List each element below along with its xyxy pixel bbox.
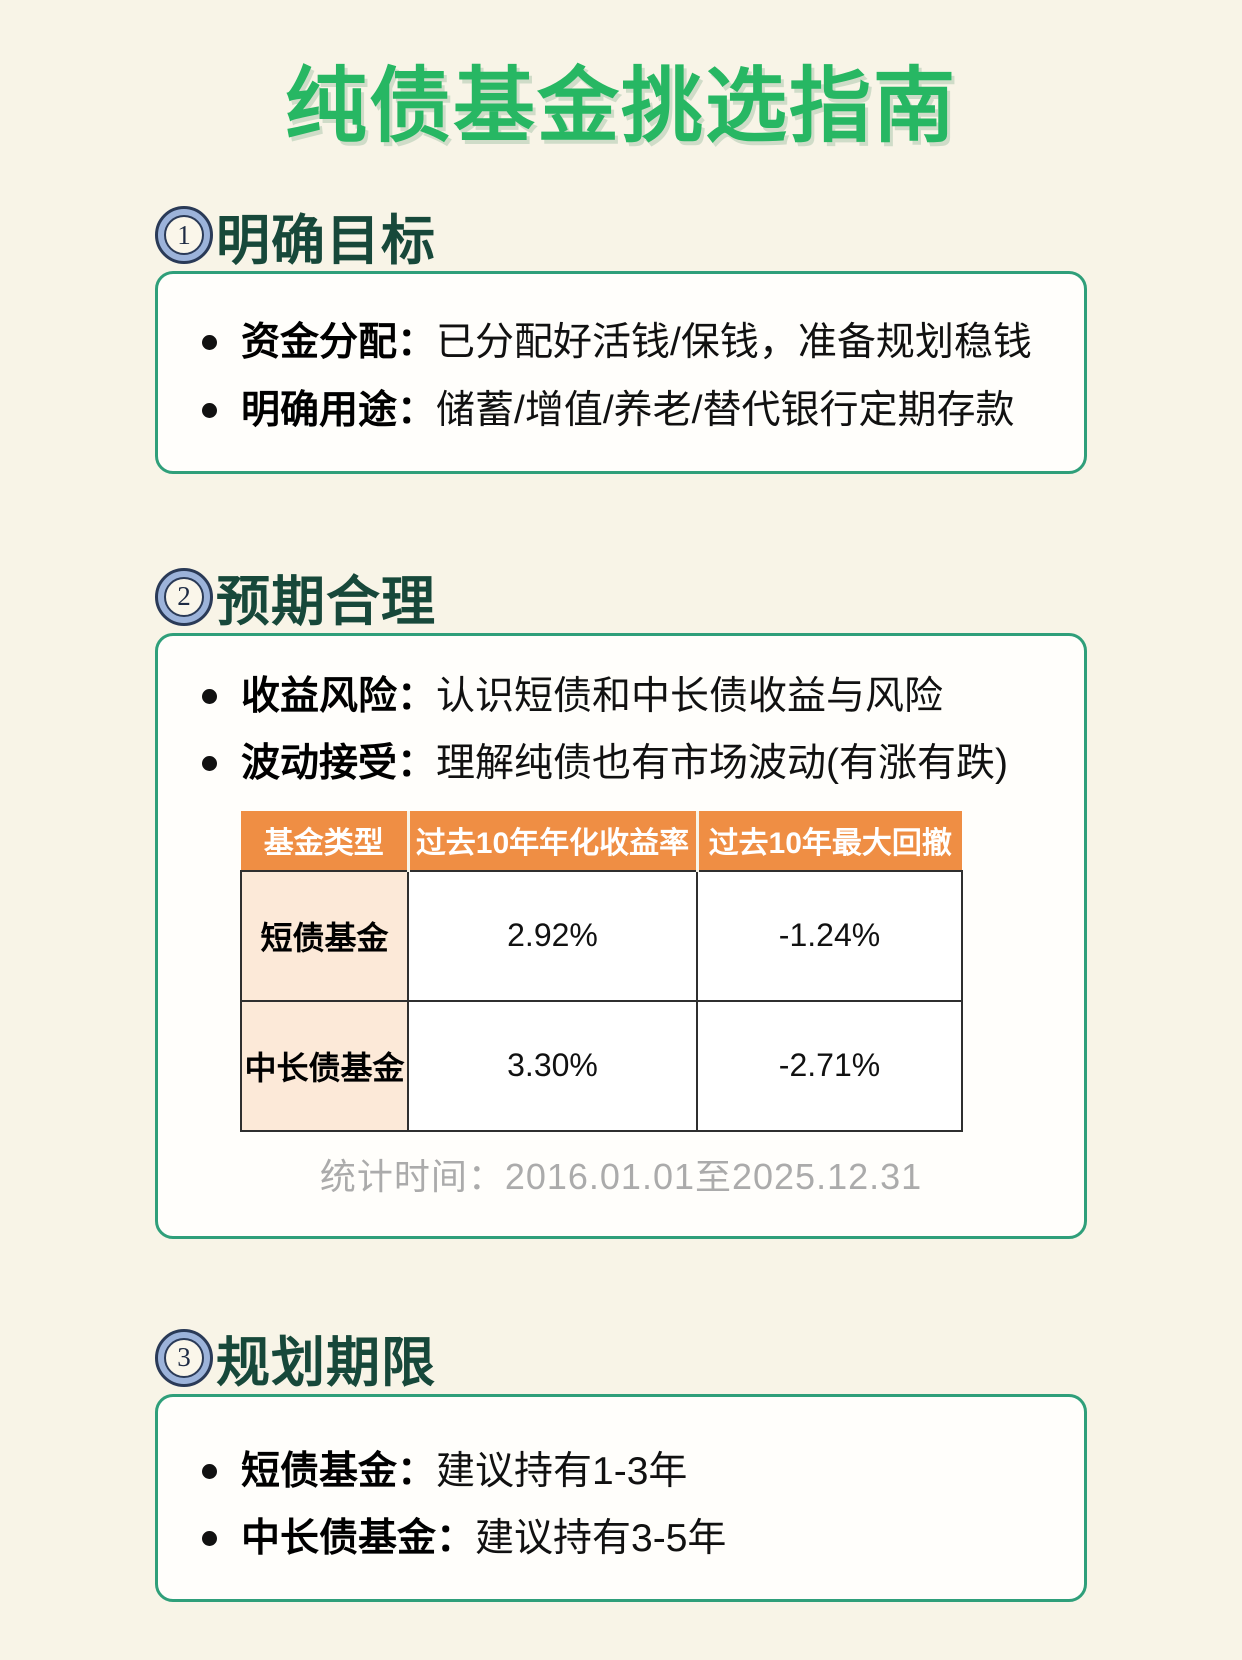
section-3-header: 3 规划期限: [155, 1327, 1087, 1393]
section-1-heading: 明确目标: [216, 210, 436, 271]
bullet-text: 储蓄/增值/养老/替代银行定期存款: [436, 388, 1015, 432]
section-1-number-badge: 1: [155, 206, 213, 265]
table-header-row: 基金类型 过去10年年化收益率 过去10年最大回撤: [241, 810, 962, 871]
table-row: 短债基金 2.92% -1.24%: [240, 869, 963, 1002]
bullet-text: 理解纯债也有市场波动(有涨有跌): [436, 742, 1008, 786]
section-3-bullets: 短债基金： 建议持有1-3年 中长债基金： 建议持有3-5年: [202, 1449, 1040, 1559]
page-title: 纯债基金挑选指南: [284, 61, 957, 152]
bullet-dot-icon: [202, 335, 217, 351]
section-1-header: 1 明确目标: [155, 204, 1087, 271]
section-1-number: 1: [164, 215, 204, 256]
section-1-bullets: 资金分配： 已分配好活钱/保钱，准备规划稳钱 明确用途： 储蓄/增值/养老/替代…: [202, 322, 1040, 431]
section-3-number-badge: 3: [155, 1328, 213, 1387]
bullet-text: 建议持有1-3年: [436, 1449, 688, 1493]
bullet-dot-icon: [202, 756, 217, 772]
section-2-header: 2 预期合理: [155, 566, 1087, 632]
section-2-number: 2: [164, 576, 204, 617]
bullet-label: 中长债基金：: [241, 1516, 476, 1560]
bullet-item: 明确用途： 储蓄/增值/养老/替代银行定期存款: [202, 388, 1040, 432]
bullet-text: 已分配好活钱/保钱，准备规划稳钱: [436, 321, 1032, 365]
table-footnote: 统计时间：2016.01.01至2025.12.31: [319, 1155, 923, 1197]
bullet-label: 明确用途：: [241, 388, 437, 432]
section-1-card: 资金分配： 已分配好活钱/保钱，准备规划稳钱 明确用途： 储蓄/增值/养老/替代…: [155, 271, 1087, 474]
table-header-cell: 过去10年年化收益率: [406, 810, 697, 871]
section-3-heading: 规划期限: [216, 1333, 436, 1394]
table-cell-fund-type: 中长债基金: [240, 999, 409, 1132]
content-area: 1 明确目标 资金分配： 已分配好活钱/保钱，准备规划稳钱 明确用途： 储蓄/增…: [0, 204, 1242, 1603]
section-3-number: 3: [164, 1337, 204, 1378]
section-2-number-badge: 2: [155, 567, 213, 626]
bullet-item: 中长债基金： 建议持有3-5年: [202, 1518, 1040, 1559]
bullet-dot-icon: [202, 1463, 217, 1479]
bullet-item: 资金分配： 已分配好活钱/保钱，准备规划稳钱: [202, 321, 1040, 365]
bullet-item: 收益风险： 认识短债和中长债收益与风险: [202, 676, 1040, 717]
bullet-label: 短债基金：: [241, 1449, 437, 1493]
bullet-item: 短债基金： 建议持有1-3年: [202, 1449, 1040, 1493]
table-header-cell: 过去10年最大回撤: [695, 810, 962, 871]
section-3-card: 短债基金： 建议持有1-3年 中长债基金： 建议持有3-5年: [155, 1393, 1087, 1603]
table-row: 中长债基金 3.30% -2.71%: [240, 999, 963, 1132]
bullet-dot-icon: [202, 689, 217, 705]
bullet-label: 资金分配：: [241, 321, 437, 365]
section-2-card: 收益风险： 认识短债和中长债收益与风险 波动接受： 理解纯债也有市场波动(有涨有…: [155, 632, 1087, 1239]
table-cell-drawdown: -1.24%: [696, 869, 963, 1002]
bullet-label: 波动接受：: [241, 742, 437, 786]
bullet-dot-icon: [202, 1531, 217, 1547]
table-header-cell: 基金类型: [241, 810, 408, 871]
bullet-text: 建议持有3-5年: [475, 1516, 727, 1560]
table-cell-fund-type: 短债基金: [240, 869, 409, 1002]
table-cell-yield: 2.92%: [407, 869, 698, 1002]
table-cell-yield: 3.30%: [407, 999, 698, 1132]
bullet-text: 认识短债和中长债收益与风险: [436, 674, 944, 718]
bullet-item: 波动接受： 理解纯债也有市场波动(有涨有跌): [202, 742, 1040, 786]
table-cell-drawdown: -2.71%: [696, 999, 963, 1132]
bullet-dot-icon: [202, 402, 217, 418]
section-2-bullets: 收益风险： 认识短债和中长债收益与风险 波动接受： 理解纯债也有市场波动(有涨有…: [202, 676, 1040, 785]
section-2-heading: 预期合理: [216, 572, 436, 633]
fund-stats-table: 基金类型 过去10年年化收益率 过去10年最大回撤 短债基金 2.92% -1.…: [240, 810, 963, 1132]
bullet-label: 收益风险：: [241, 674, 437, 718]
